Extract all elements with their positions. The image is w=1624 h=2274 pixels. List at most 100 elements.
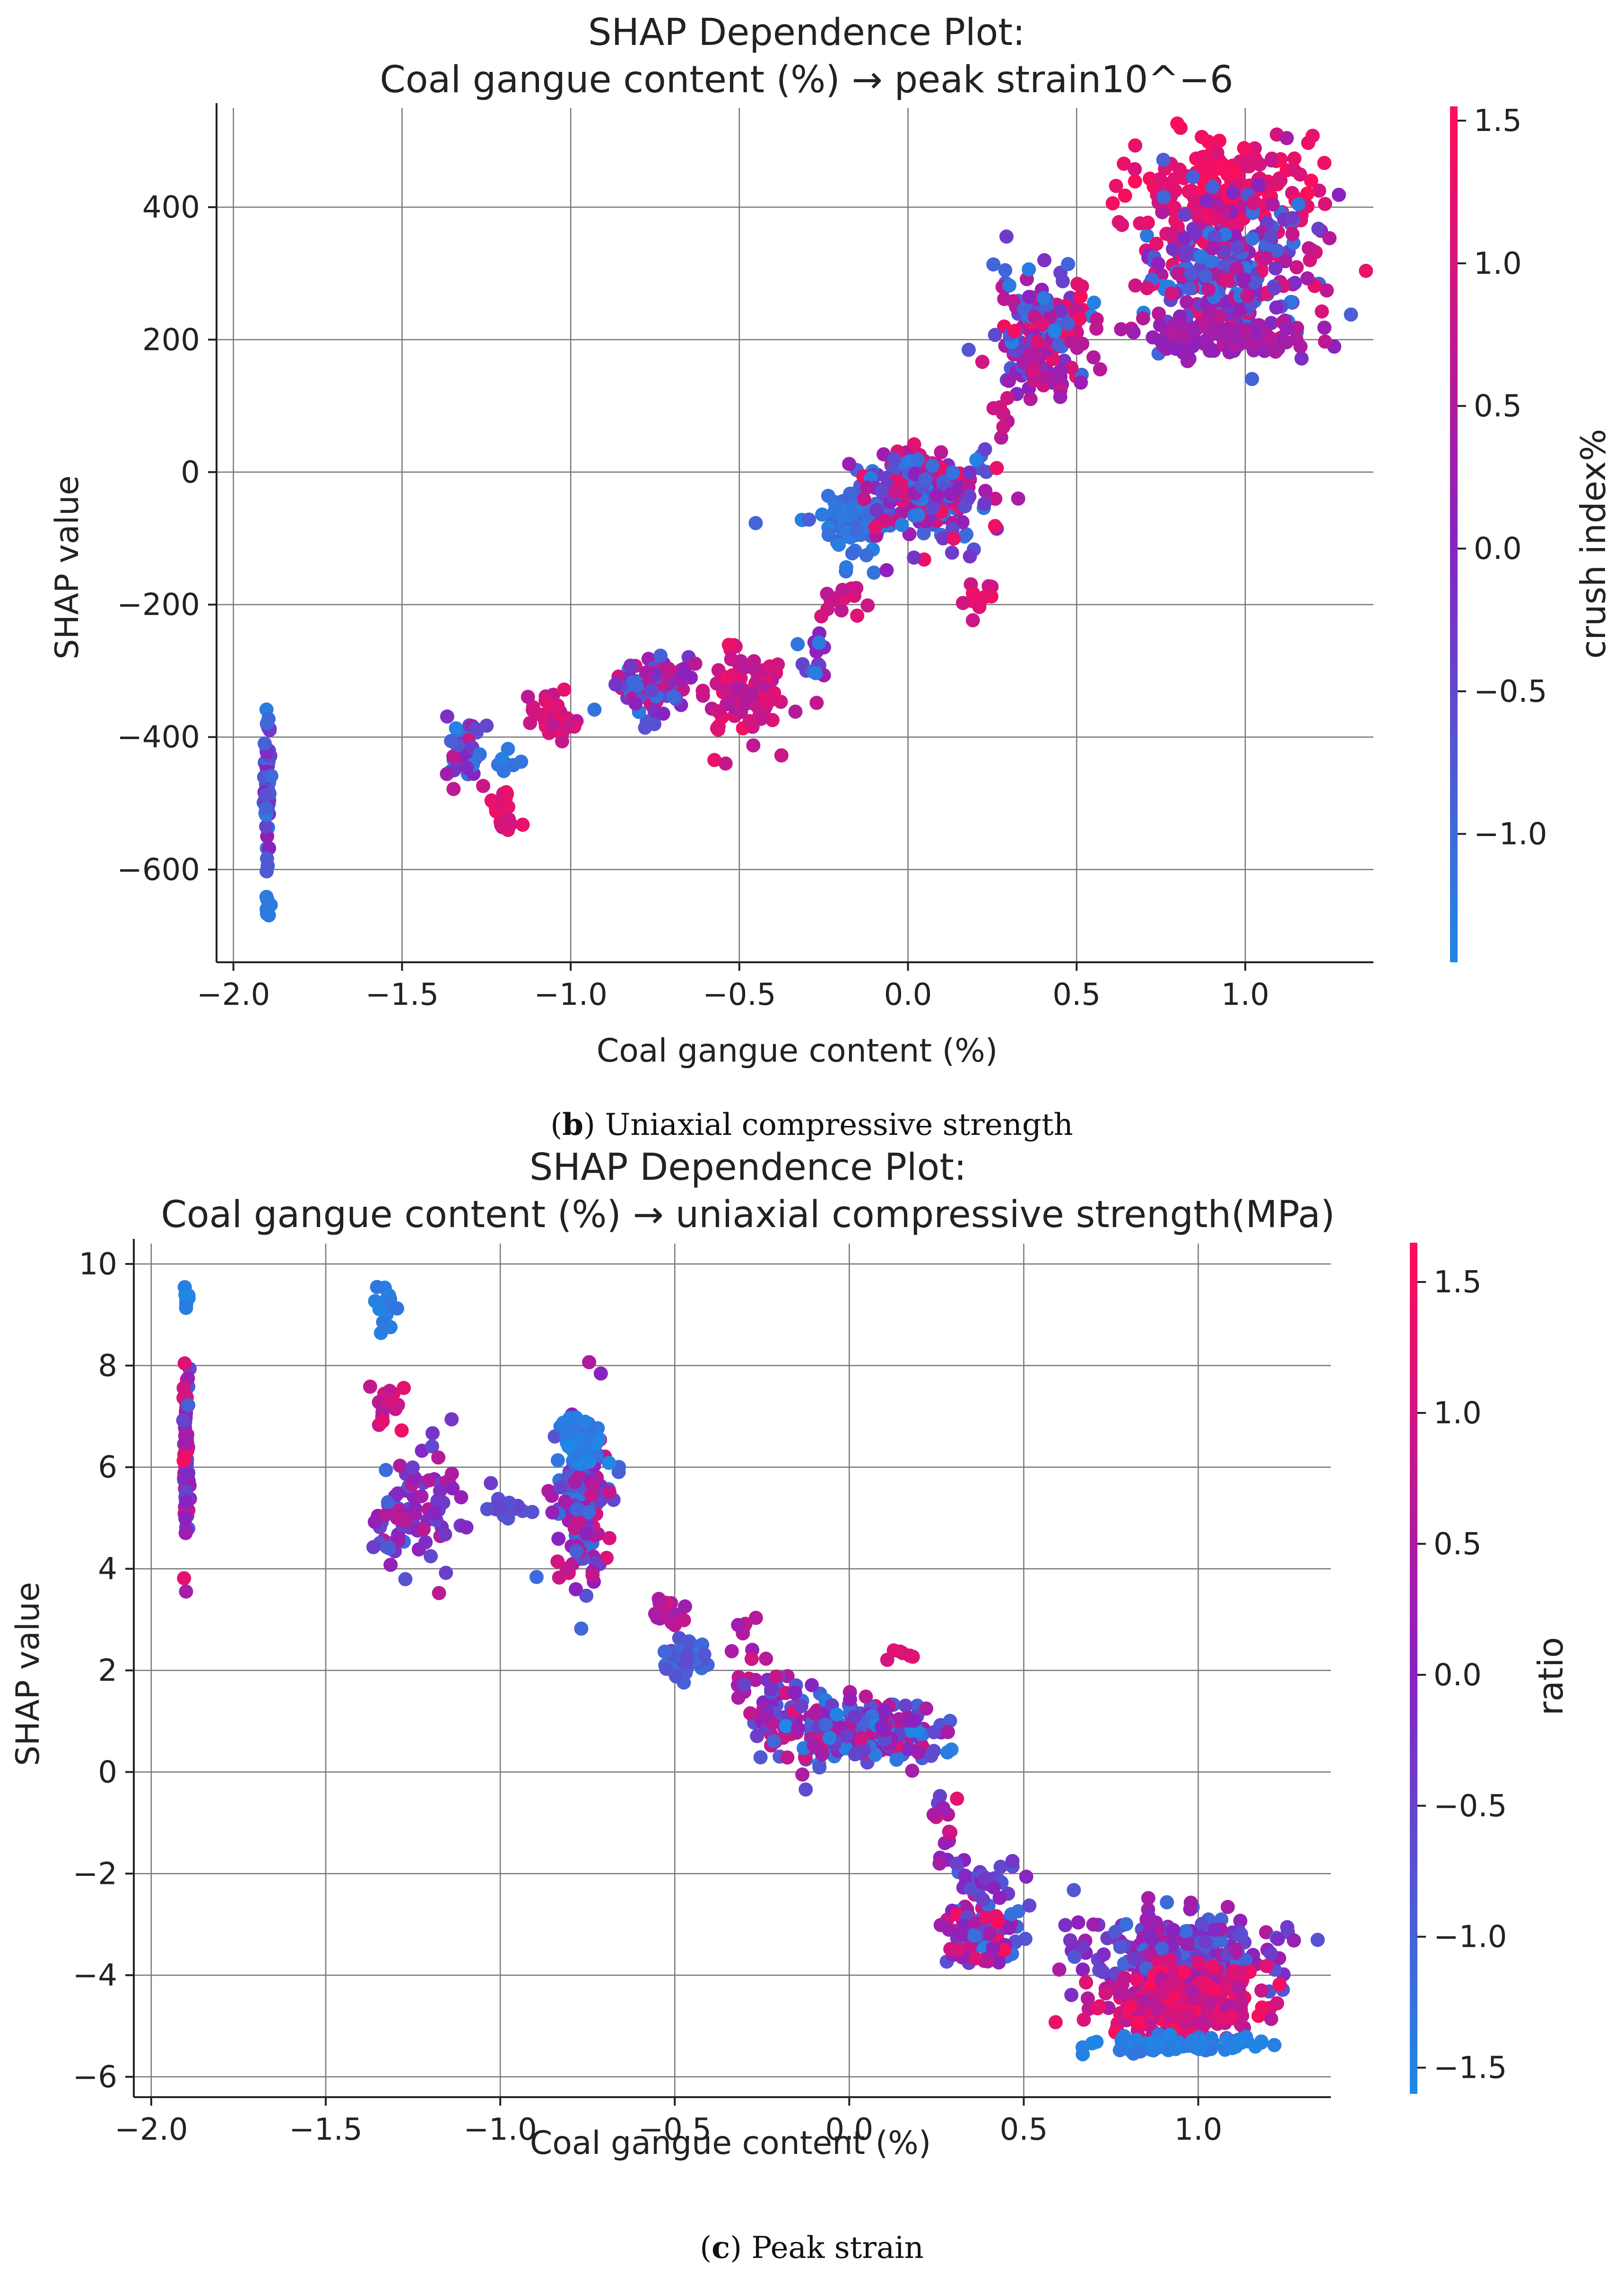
- chart1-point: [1054, 304, 1068, 318]
- chart2-point: [1264, 2012, 1278, 2026]
- chart2-point: [393, 1458, 408, 1473]
- chart1-point: [725, 668, 739, 683]
- chart1-point: [653, 648, 668, 663]
- chart1-point: [1016, 355, 1031, 370]
- chart2-colorbar-tick-label: 1.0: [1433, 1396, 1482, 1431]
- chart1-point: [476, 779, 490, 793]
- chart2-point: [830, 1708, 844, 1722]
- chart1-point: [977, 590, 991, 604]
- chart2-point: [764, 1682, 779, 1697]
- chart2-point: [1195, 1917, 1209, 1931]
- chart1-point: [1151, 256, 1165, 271]
- chart2-point: [391, 1486, 405, 1501]
- chart2-point: [579, 1588, 594, 1603]
- chart1-point: [1230, 240, 1245, 255]
- chart1-point: [1270, 243, 1285, 258]
- chart1-point: [1269, 300, 1284, 315]
- chart1-point: [1225, 185, 1240, 200]
- chart1-point: [1002, 374, 1016, 388]
- chart1-point: [1166, 242, 1180, 256]
- chart2-point: [875, 1719, 889, 1734]
- chart2-point: [1270, 1996, 1285, 2011]
- chart2-point: [1185, 2033, 1199, 2048]
- chart1-point: [1030, 334, 1044, 349]
- chart1-point: [1178, 208, 1192, 222]
- chart2-colorbar-tick-label: 0.5: [1433, 1527, 1482, 1562]
- chart2-point: [968, 1916, 983, 1931]
- chart2-point: [1238, 1952, 1253, 1967]
- chart1-y-tick-label: −400: [117, 720, 200, 755]
- chart2-point: [1096, 1947, 1111, 1962]
- chart1-point: [1219, 272, 1234, 287]
- chart2-point: [953, 1927, 968, 1942]
- chart1-point: [1207, 211, 1222, 226]
- chart1-point: [868, 520, 883, 535]
- chart1-point: [1279, 335, 1294, 349]
- chart1-point: [843, 487, 858, 501]
- chart1-point: [721, 637, 736, 652]
- chart2-y-tick-label: 10: [79, 1247, 117, 1282]
- chart2-point: [1119, 1917, 1133, 1932]
- chart2-point: [551, 1532, 566, 1546]
- chart1-point: [1072, 312, 1087, 326]
- chart1-point: [521, 689, 535, 704]
- chart1-point: [259, 819, 273, 834]
- chart2-point: [697, 1647, 712, 1662]
- chart1-point: [446, 749, 460, 764]
- chart2-x-ticks: −2.0 −1.5 −1.0 −0.5 0.0 0.5 1.0: [114, 2097, 1222, 2147]
- chart2-point: [1198, 2016, 1212, 2030]
- chart1-x-tick-label: 1.0: [1221, 977, 1269, 1012]
- chart1-point: [257, 736, 272, 751]
- chart2-point: [1022, 1898, 1037, 1913]
- chart2-point: [843, 1692, 857, 1707]
- chart2-point: [569, 1582, 583, 1596]
- chart1-point: [1230, 261, 1244, 276]
- chart2-point: [1079, 1975, 1094, 1990]
- chart2-point: [819, 1717, 833, 1732]
- chart1-point: [907, 437, 921, 452]
- chart1-point: [1208, 156, 1223, 171]
- chart1-point: [965, 586, 980, 601]
- chart2-point: [398, 1572, 413, 1586]
- chart2-point: [397, 1381, 411, 1395]
- chart1-point: [1115, 218, 1129, 232]
- chart1-point: [975, 355, 990, 369]
- chart2-point: [1091, 2000, 1105, 2015]
- chart2-point: [1117, 2029, 1131, 2044]
- chart2-point: [405, 1460, 420, 1475]
- caption-c: (c) Peak strain: [700, 2230, 924, 2265]
- chart2-point: [611, 1464, 626, 1479]
- chart2-x-axis-label: Coal gangue content (%): [530, 2125, 931, 2162]
- chart2-point: [383, 1558, 398, 1572]
- chart1-point: [1247, 275, 1262, 289]
- chart2-point: [579, 1526, 593, 1541]
- chart2-point: [1146, 2035, 1161, 2049]
- chart1-point: [1264, 229, 1278, 244]
- chart1-point: [988, 491, 1003, 506]
- chart1-point: [1311, 221, 1326, 236]
- chart1-point: [1034, 317, 1049, 331]
- chart1-colorbar-tick-label: 1.5: [1474, 104, 1522, 139]
- chart2-point: [177, 1571, 191, 1586]
- chart1-point: [1136, 311, 1150, 326]
- chart1-point: [1237, 141, 1251, 156]
- chart2-point: [1067, 1883, 1081, 1898]
- chart1-point: [1016, 302, 1031, 316]
- chart2-point: [414, 1489, 429, 1504]
- chart2-point: [1234, 1996, 1249, 2011]
- chart2-point: [651, 1592, 666, 1606]
- chart2-point: [1204, 2031, 1218, 2046]
- chart1-point: [1204, 254, 1218, 269]
- chart1-point: [1265, 197, 1280, 212]
- chart2-point: [1267, 2038, 1282, 2052]
- chart2-point: [919, 1701, 933, 1716]
- chart1-point: [1165, 227, 1180, 241]
- chart1-point: [1152, 306, 1166, 321]
- chart1-point: [809, 696, 824, 710]
- chart2-point: [1071, 1915, 1086, 1930]
- chart1-point: [1156, 190, 1171, 204]
- chart1-point: [1289, 260, 1304, 275]
- chart1-point: [667, 689, 681, 704]
- chart1-point: [1294, 351, 1309, 366]
- chart1-point: [638, 720, 652, 735]
